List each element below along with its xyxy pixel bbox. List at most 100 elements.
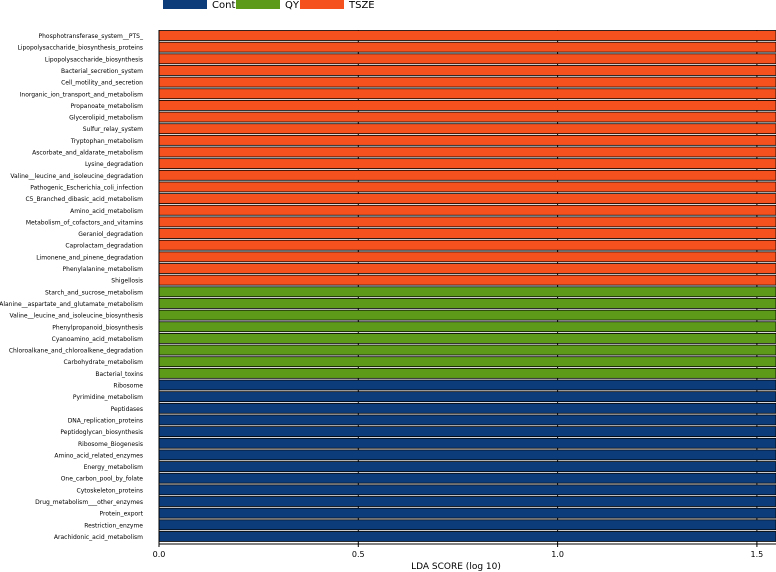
bar-qylx xyxy=(158,309,776,321)
bar-control xyxy=(158,531,776,542)
category-label: Peptidases xyxy=(111,406,143,413)
bar-control xyxy=(158,426,776,438)
category-label: Bacterial_secretion_system xyxy=(61,68,143,75)
bar-tsze xyxy=(158,251,776,263)
category-label: Energy_metabolism xyxy=(84,464,144,471)
bar-control xyxy=(158,496,776,507)
legend-label-control: Control xyxy=(212,0,248,11)
bar-tsze xyxy=(158,204,776,216)
category-label: Inorganic_ion_transport_and_metabolism xyxy=(20,91,144,98)
category-label: Pathogenic_Escherichia_coli_infection xyxy=(30,184,143,191)
category-label: One_carbon_pool_by_folate xyxy=(61,476,144,483)
bar-tsze xyxy=(158,53,776,65)
bar-qylx xyxy=(158,367,776,379)
bar-tsze xyxy=(158,274,776,286)
category-label: Peptidoglycan_biosynthesis xyxy=(60,429,143,436)
category-label: Phosphotransferase_system__PTS_ xyxy=(39,33,144,40)
category-label: Amino_acid_related_enzymes xyxy=(54,452,143,459)
bar-tsze xyxy=(158,65,776,76)
legend-swatch-qylx xyxy=(236,0,280,9)
category-label: Drug_metabolism___other_enzymes xyxy=(35,499,143,506)
category-label: Shigellosis xyxy=(111,278,143,285)
category-label: Lipopolysaccharide_biosynthesis xyxy=(45,56,143,63)
category-label: Sulfur_relay_system xyxy=(83,126,143,133)
legend-swatch-tsze xyxy=(300,0,344,9)
bar-control xyxy=(158,379,776,391)
bar-tsze xyxy=(158,123,776,135)
bar-control xyxy=(158,391,776,403)
bar-control xyxy=(158,414,776,426)
bar-qylx xyxy=(158,344,776,356)
category-label: Valine__leucine_and_isoleucine_biosynthe… xyxy=(9,313,143,320)
bar-qylx xyxy=(158,321,776,333)
bar-tsze xyxy=(158,228,776,239)
category-label: C5_Branched_dibasic_acid_metabolism xyxy=(25,196,143,203)
category-label: Pyrimidine_metabolism xyxy=(73,394,143,401)
category-label: Phenylalanine_metabolism xyxy=(63,266,144,273)
category-label: Valine__leucine_and_isoleucine_degradati… xyxy=(10,173,143,180)
category-label: Chloroalkane_and_chloroalkene_degradatio… xyxy=(9,348,143,355)
bar-control xyxy=(158,402,776,414)
x-axis: 0.00.51.01.52.02.53.0 xyxy=(153,30,776,559)
bar-tsze xyxy=(158,76,776,88)
legend-swatch-control xyxy=(163,0,207,9)
category-label: Metabolism_of_cofactors_and_vitamins xyxy=(26,219,143,226)
category-label: Limonene_and_pinene_degradation xyxy=(36,254,143,261)
bar-control xyxy=(158,449,776,461)
bars xyxy=(158,30,776,542)
x-axis-title: LDA SCORE (log 10) xyxy=(411,562,501,572)
bar-tsze xyxy=(158,193,776,205)
category-label: Ribosome xyxy=(113,383,143,390)
bar-tsze xyxy=(158,239,776,251)
category-label: Protein_export xyxy=(100,511,144,518)
category-label: Cell_motility_and_secretion xyxy=(61,80,143,87)
bar-qylx xyxy=(158,286,776,298)
bar-tsze xyxy=(158,263,776,274)
category-label: Phenylpropanoid_biosynthesis xyxy=(52,324,143,331)
category-label: Amino_acid_metabolism xyxy=(70,208,143,215)
bar-tsze xyxy=(158,134,776,146)
bar-control xyxy=(158,484,776,496)
legend-label-qylx: QYLX xyxy=(285,0,312,11)
category-labels: Phosphotransferase_system__PTS_ Lipopolys… xyxy=(0,33,144,541)
category-label: Restriction_enzyme xyxy=(84,522,143,529)
category-label: Geraniol_degradation xyxy=(78,231,143,238)
category-label: Propanoate_metabolism xyxy=(70,103,143,110)
bar-tsze xyxy=(158,111,776,123)
x-tick-label: 1.5 xyxy=(751,550,764,559)
bar-tsze xyxy=(158,216,776,228)
bar-tsze xyxy=(158,100,776,111)
bar-tsze xyxy=(158,88,776,100)
x-tick-label: 0.5 xyxy=(352,550,365,559)
bar-tsze xyxy=(158,169,776,181)
bar-control xyxy=(158,519,776,531)
category-label: Lysine_degradation xyxy=(85,161,143,168)
bar-tsze xyxy=(158,181,776,193)
category-label: Alanine__aspartate_and_glutamate_metabol… xyxy=(0,301,143,308)
bar-tsze xyxy=(158,158,776,170)
category-label: Caprolactam_degradation xyxy=(65,243,143,250)
bar-qylx xyxy=(158,298,776,309)
x-tick-label: 1.0 xyxy=(551,550,564,559)
bar-control xyxy=(158,461,776,472)
category-label: Bacterial_toxins xyxy=(95,371,143,378)
category-label: Ribosome_Biogenesis xyxy=(78,441,143,448)
x-tick-label: 0.0 xyxy=(153,550,166,559)
category-label: Cyanoamino_acid_metabolism xyxy=(52,336,144,343)
legend-label-tsze: TSZE xyxy=(348,0,375,11)
category-label: Arachidonic_acid_metabolism xyxy=(54,534,143,541)
category-label: Starch_and_sucrose_metabolism xyxy=(45,289,143,296)
bar-qylx xyxy=(158,356,776,368)
bar-qylx xyxy=(158,332,776,344)
bar-tsze xyxy=(158,146,776,158)
bar-control xyxy=(158,507,776,519)
category-label: Ascorbate_and_aldarate_metabolism xyxy=(32,150,143,157)
category-label: Glycerolipid_metabolism xyxy=(69,115,143,122)
category-label: Carbohydrate_metabolism xyxy=(63,359,143,366)
category-label: Cytoskeleton_proteins xyxy=(77,487,143,494)
bar-tsze xyxy=(158,30,776,41)
bar-tsze xyxy=(158,41,776,53)
category-label: Tryptophan_metabolism xyxy=(70,138,143,145)
legend: Control QYLX TSZE xyxy=(163,0,375,11)
